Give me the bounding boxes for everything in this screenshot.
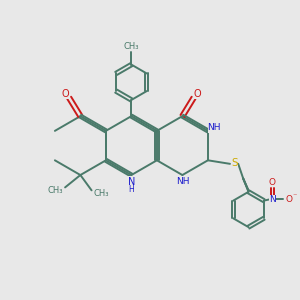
Text: O: O	[285, 195, 292, 204]
Text: O: O	[62, 89, 70, 99]
Text: S: S	[231, 158, 238, 168]
Text: H: H	[128, 185, 134, 194]
Text: O: O	[193, 89, 201, 99]
Text: CH₃: CH₃	[124, 42, 139, 51]
Text: CH₃: CH₃	[48, 186, 63, 195]
Text: ⁻: ⁻	[292, 192, 297, 201]
Text: N: N	[128, 176, 135, 187]
Text: CH₃: CH₃	[93, 189, 109, 198]
Text: O: O	[268, 178, 276, 187]
Text: NH: NH	[208, 123, 221, 132]
Text: N: N	[269, 195, 275, 204]
Text: NH: NH	[176, 177, 189, 186]
